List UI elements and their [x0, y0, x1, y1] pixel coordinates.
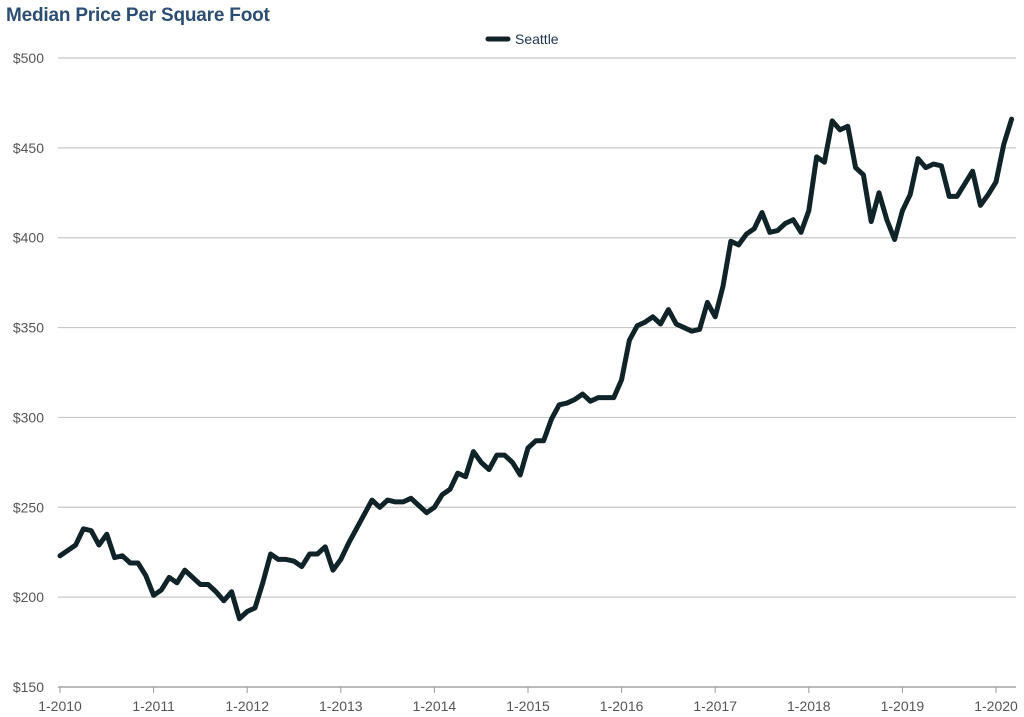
y-tick-label: $450: [13, 140, 44, 156]
x-axis-ticks: 1-2010 1-2011 1-2012 1-2013 1-2014 1-2015 1-20…: [38, 686, 1018, 714]
series-line-seattle: [57, 116, 1015, 622]
y-tick-label: $500: [13, 50, 44, 66]
x-tick-label: 1-2010: [38, 698, 82, 714]
x-tick-label: 1-2016: [600, 698, 644, 714]
y-tick-label: $350: [13, 320, 44, 336]
x-tick-label: 1-2012: [225, 698, 269, 714]
series-layer: [57, 116, 1015, 622]
y-tick-label: $150: [13, 679, 44, 695]
x-tick-label: 1-2018: [787, 698, 831, 714]
chart-title: Median Price Per Square Foot: [6, 5, 270, 26]
y-tick-label: $400: [13, 230, 44, 246]
y-tick-label: $300: [13, 409, 44, 425]
x-tick-label: 1-2011: [132, 698, 175, 714]
y-tick-label: $250: [13, 499, 44, 515]
x-tick-label: 1-2019: [881, 698, 925, 714]
gridlines: [58, 57, 1016, 688]
x-tick-label: 1-2020: [974, 698, 1018, 714]
x-tick-label: 1-2014: [413, 698, 457, 714]
legend-label: Seattle: [515, 31, 559, 47]
x-tick-label: 1-2015: [506, 698, 550, 714]
x-tick-label: 1-2017: [693, 698, 737, 714]
legend: Seattle: [485, 31, 559, 47]
x-tick-label: 1-2013: [319, 698, 363, 714]
y-axis-ticks: $150 $200 $250 $300 $350 $400 $450 $500: [13, 50, 44, 695]
y-tick-label: $200: [13, 589, 44, 605]
